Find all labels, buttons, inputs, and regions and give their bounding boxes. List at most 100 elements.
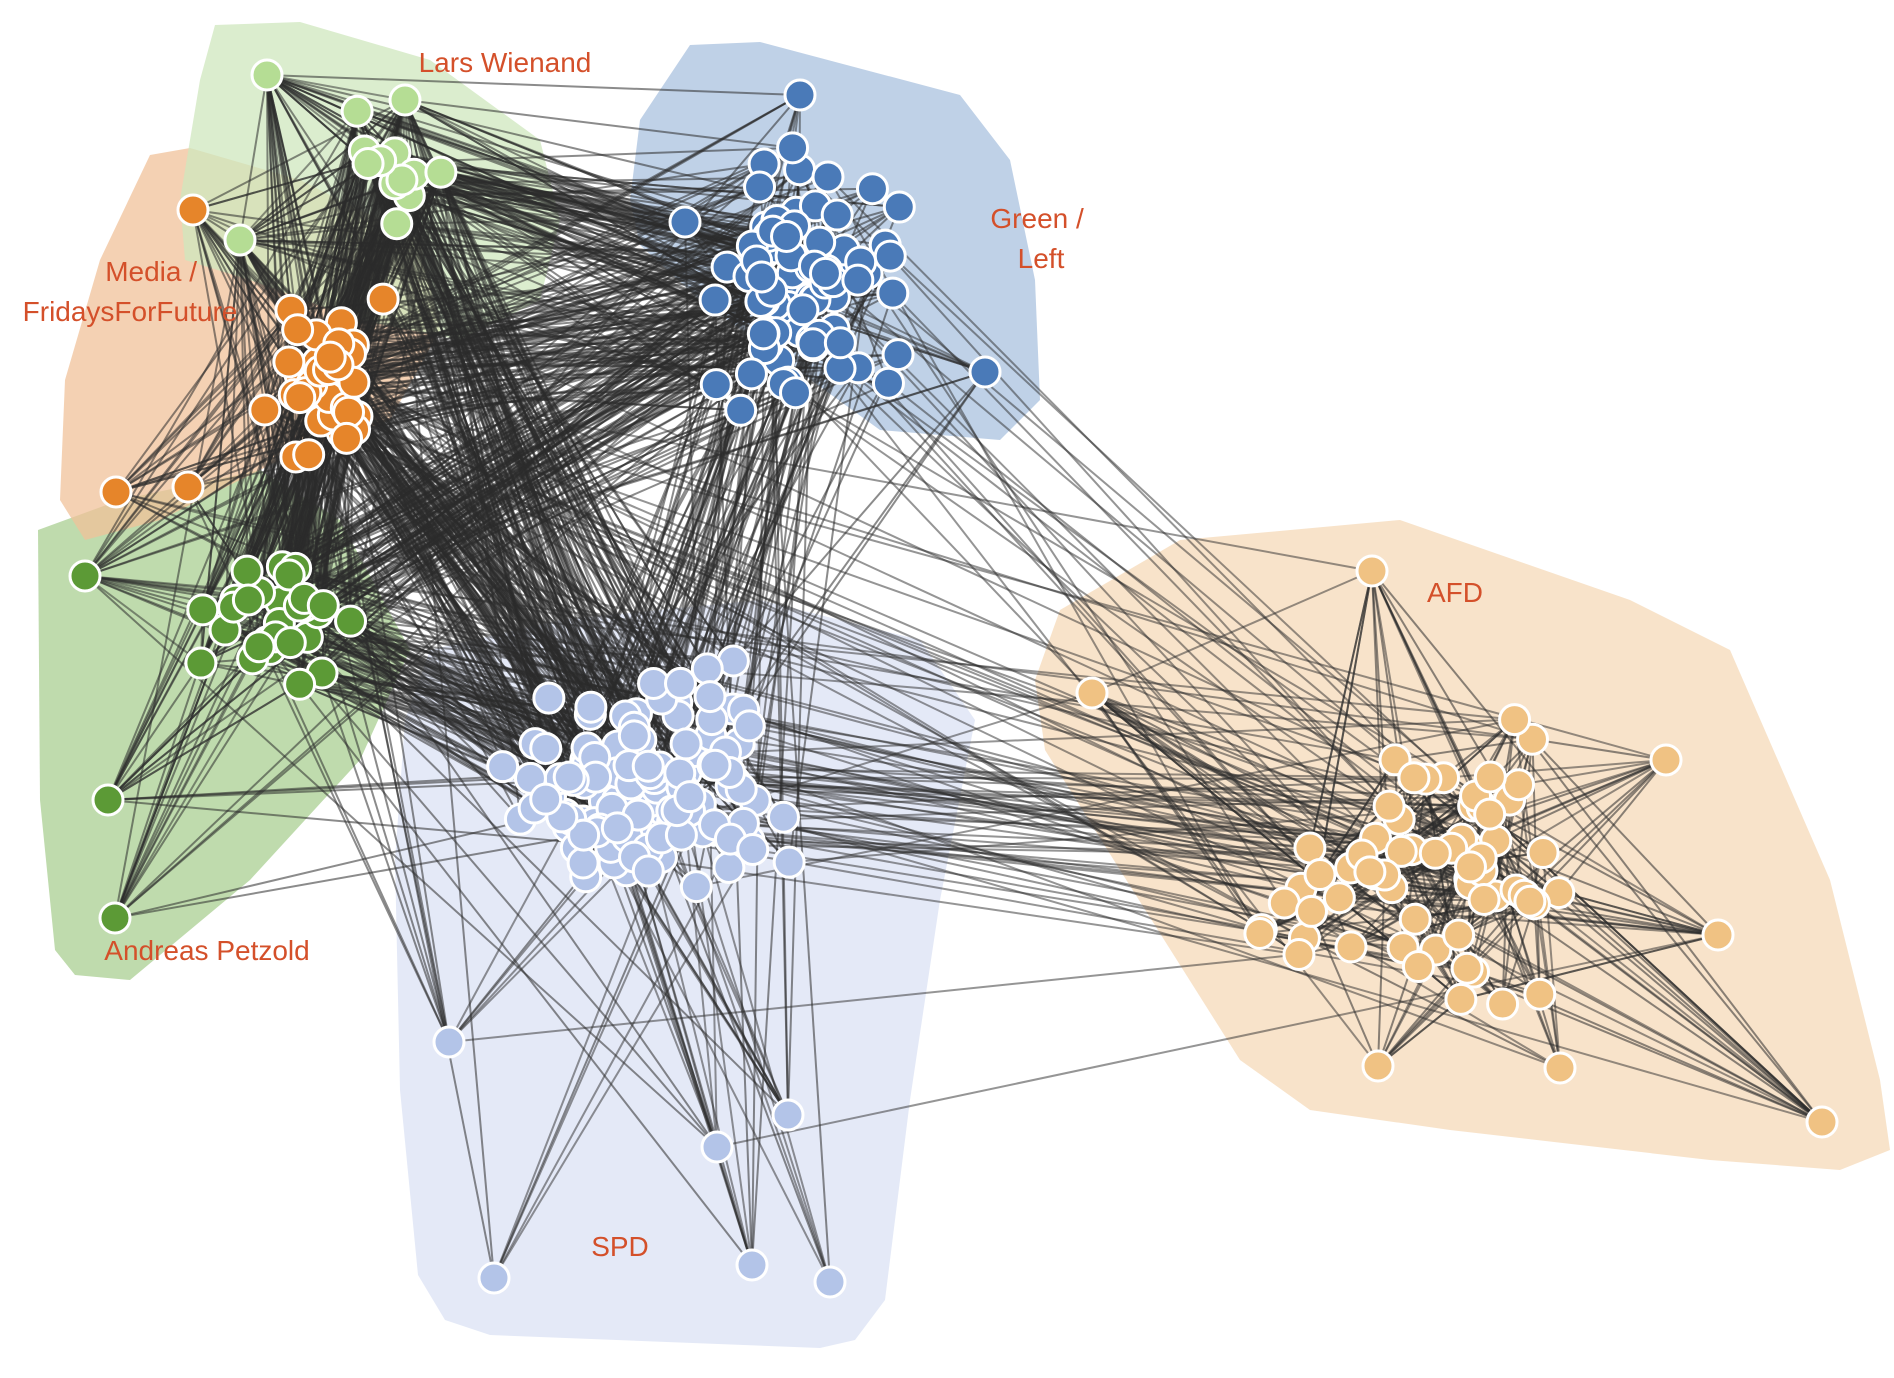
node-afd xyxy=(1453,850,1487,884)
edge xyxy=(353,249,762,347)
edge xyxy=(448,953,1300,1043)
node-spd xyxy=(690,652,724,686)
edge xyxy=(493,810,678,1279)
node-spd xyxy=(693,680,727,714)
edge xyxy=(349,245,754,622)
edge xyxy=(328,211,797,371)
edge xyxy=(379,160,663,700)
label-green-left-line1: Green / xyxy=(990,203,1084,234)
node-green-left xyxy=(811,160,845,194)
node-green-left xyxy=(796,327,830,361)
label-andreas-petzold: Andreas Petzold xyxy=(104,935,309,966)
edge xyxy=(440,171,789,384)
edge xyxy=(114,646,260,919)
node-afd xyxy=(1523,977,1557,1011)
node-afd xyxy=(1649,743,1683,777)
node-spd xyxy=(432,1025,466,1059)
node-spd xyxy=(486,750,520,784)
edge xyxy=(409,194,804,311)
label-afd: AFD xyxy=(1427,577,1483,608)
edge xyxy=(346,437,1471,868)
node-green-left xyxy=(873,239,907,273)
edge xyxy=(303,168,801,607)
node-lars-wienand xyxy=(424,155,458,189)
label-green-left-line2: Left xyxy=(1018,243,1065,274)
edge xyxy=(114,642,292,919)
edge xyxy=(317,146,793,364)
node-afd xyxy=(1486,987,1520,1021)
edge xyxy=(321,672,450,1043)
node-afd xyxy=(1303,858,1337,892)
node-afd xyxy=(1282,938,1316,972)
node-afd xyxy=(1498,703,1532,737)
node-afd xyxy=(1444,982,1478,1016)
node-andreas-petzold xyxy=(68,559,102,593)
node-afd xyxy=(1513,884,1547,918)
node-afd xyxy=(1397,761,1431,795)
node-lars-wienand xyxy=(388,83,422,117)
label-media-fff: Media / FridaysForFuture xyxy=(23,256,238,327)
node-andreas-petzold xyxy=(272,558,306,592)
edge xyxy=(114,834,584,919)
node-spd xyxy=(631,749,665,783)
node-afd xyxy=(1372,789,1406,823)
node-green-left xyxy=(668,205,702,239)
edge xyxy=(353,211,797,384)
edge xyxy=(321,386,1667,761)
edge xyxy=(1283,902,1561,1069)
node-andreas-petzold xyxy=(230,554,264,588)
node-green-left xyxy=(808,256,842,290)
edge xyxy=(1377,894,1525,1067)
edge xyxy=(235,332,764,601)
node-green-left xyxy=(855,172,889,206)
node-afd xyxy=(1334,930,1368,964)
node-afd xyxy=(1467,883,1501,917)
edge xyxy=(448,876,587,1043)
node-media-fff xyxy=(272,345,306,379)
node-spd xyxy=(673,780,707,814)
node-spd xyxy=(766,800,800,834)
edge xyxy=(798,168,1483,808)
edge xyxy=(298,683,753,1266)
edge xyxy=(353,381,1262,931)
edge xyxy=(192,209,292,312)
node-afd xyxy=(1398,902,1432,936)
node-green-left xyxy=(823,326,857,360)
node-lars-wienand xyxy=(223,223,257,257)
edge xyxy=(279,622,1376,840)
edge xyxy=(782,382,1719,936)
edge xyxy=(833,328,1321,876)
edge xyxy=(311,176,829,386)
edge xyxy=(1523,894,1823,1123)
node-spd xyxy=(477,1261,511,1295)
edge xyxy=(1091,692,1376,875)
edge xyxy=(317,361,1533,741)
node-spd xyxy=(529,731,563,765)
node-afd xyxy=(1243,916,1277,950)
edge xyxy=(84,150,366,577)
edge xyxy=(1481,806,1719,936)
edge xyxy=(239,239,663,700)
node-andreas-petzold xyxy=(242,630,276,664)
node-andreas-petzold xyxy=(91,783,125,817)
node-green-left xyxy=(871,366,905,400)
node-media-fff xyxy=(313,340,347,374)
node-andreas-petzold xyxy=(306,589,340,623)
node-green-left xyxy=(841,263,875,297)
node-lars-wienand xyxy=(340,94,374,128)
label-green-left: Green / Left xyxy=(990,203,1091,274)
edge xyxy=(827,176,1427,780)
edge xyxy=(239,110,358,241)
node-media-fff xyxy=(99,475,133,509)
node-afd xyxy=(1075,676,1109,710)
edge xyxy=(379,160,650,767)
edge xyxy=(84,396,330,577)
edge xyxy=(333,347,765,416)
node-afd xyxy=(1473,760,1507,794)
node-afd xyxy=(1353,855,1387,889)
edge xyxy=(1532,738,1667,761)
node-spd xyxy=(663,666,697,700)
edge xyxy=(1531,738,1719,936)
node-green-left xyxy=(778,376,812,410)
